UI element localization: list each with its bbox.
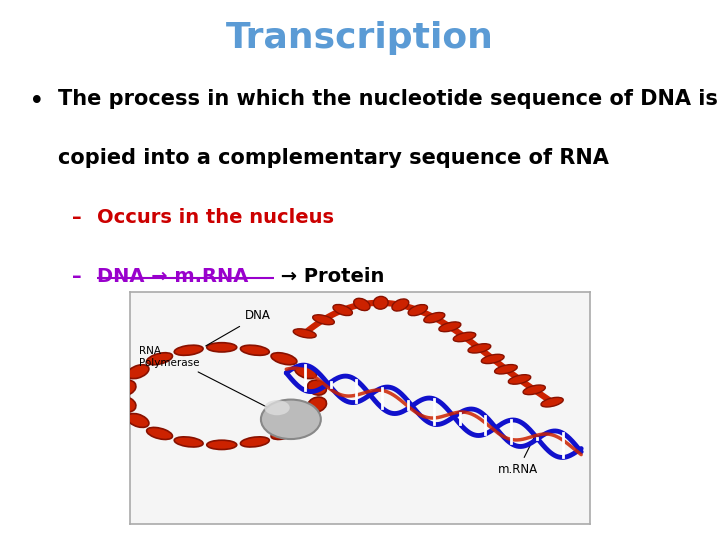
Ellipse shape <box>147 428 173 440</box>
Ellipse shape <box>207 440 237 449</box>
Ellipse shape <box>293 329 316 338</box>
Text: Transcription: Transcription <box>226 21 494 55</box>
Ellipse shape <box>117 380 136 395</box>
Ellipse shape <box>294 365 317 379</box>
Ellipse shape <box>333 305 352 315</box>
Ellipse shape <box>374 296 388 309</box>
Ellipse shape <box>174 437 203 447</box>
Text: DNA: DNA <box>206 309 271 346</box>
Ellipse shape <box>307 397 326 412</box>
Ellipse shape <box>523 385 545 395</box>
Ellipse shape <box>271 428 297 440</box>
Ellipse shape <box>454 332 476 342</box>
Ellipse shape <box>207 343 237 352</box>
Text: •: • <box>29 89 45 115</box>
Text: Occurs in the nucleus: Occurs in the nucleus <box>97 208 334 227</box>
Ellipse shape <box>307 380 326 395</box>
Ellipse shape <box>468 344 491 353</box>
Ellipse shape <box>271 353 297 364</box>
Ellipse shape <box>408 305 428 316</box>
Ellipse shape <box>174 345 203 355</box>
Ellipse shape <box>392 299 409 311</box>
Ellipse shape <box>439 322 461 332</box>
Ellipse shape <box>294 414 317 427</box>
Text: DNA → m.RNA: DNA → m.RNA <box>97 267 248 286</box>
Ellipse shape <box>482 354 504 363</box>
Ellipse shape <box>424 313 445 323</box>
Text: copied into a complementary sequence of RNA: copied into a complementary sequence of … <box>58 148 608 168</box>
Text: The process in which the nucleotide sequence of DNA is: The process in which the nucleotide sequ… <box>58 89 717 109</box>
Ellipse shape <box>312 315 334 325</box>
Ellipse shape <box>541 397 563 407</box>
Text: –: – <box>72 208 81 227</box>
Ellipse shape <box>117 397 136 412</box>
Text: –: – <box>72 267 81 286</box>
Ellipse shape <box>147 353 173 364</box>
Ellipse shape <box>495 364 517 374</box>
Text: RNA
Polymerase: RNA Polymerase <box>139 346 289 418</box>
Ellipse shape <box>354 298 370 310</box>
Ellipse shape <box>264 400 289 415</box>
Text: → Protein: → Protein <box>274 267 384 286</box>
Ellipse shape <box>127 414 149 427</box>
Ellipse shape <box>261 400 321 439</box>
Ellipse shape <box>240 437 269 447</box>
Text: m.RNA: m.RNA <box>498 438 539 476</box>
Ellipse shape <box>127 365 149 379</box>
Ellipse shape <box>508 375 531 384</box>
Ellipse shape <box>240 345 269 355</box>
